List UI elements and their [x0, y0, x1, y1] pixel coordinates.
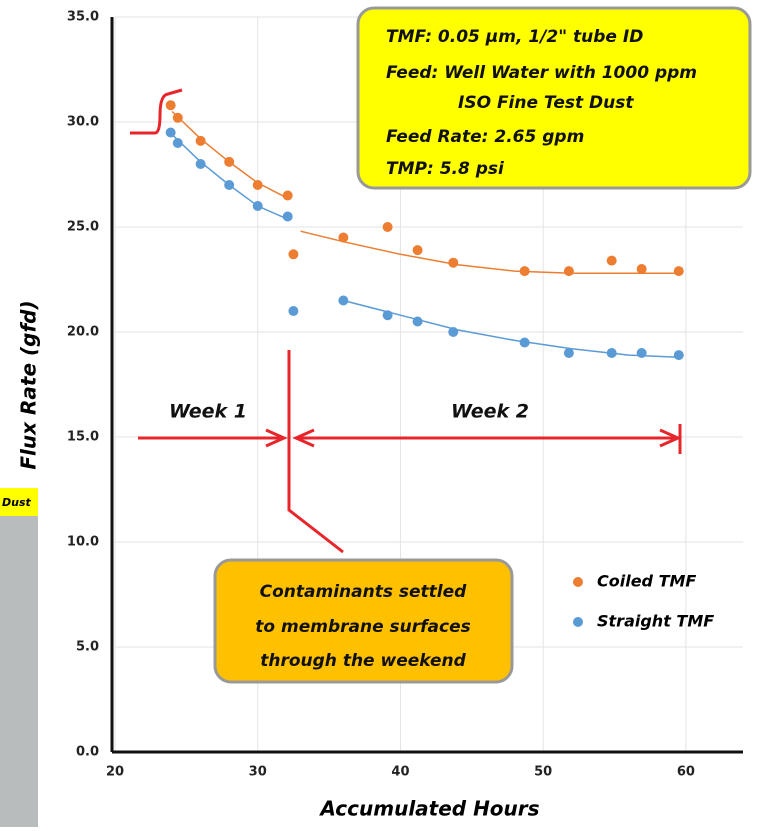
data-point — [196, 136, 206, 146]
callout-line: through the weekend — [260, 651, 466, 671]
data-point — [166, 100, 176, 110]
y-tick-label: 15.0 — [67, 430, 99, 445]
callout-pointer — [289, 350, 343, 552]
data-point — [166, 128, 176, 138]
data-point — [338, 296, 348, 306]
data-point — [637, 348, 647, 358]
data-point — [288, 249, 298, 259]
week-label: Week 2 — [451, 401, 529, 423]
data-point — [637, 264, 647, 274]
legend-label: Coiled TMF — [597, 572, 696, 591]
data-point — [338, 233, 348, 243]
data-point — [674, 266, 684, 276]
data-point — [674, 350, 684, 360]
data-point — [520, 266, 530, 276]
x-tick-label: 20 — [106, 765, 124, 780]
y-tick-label: 35.0 — [67, 10, 99, 25]
legend-marker — [573, 617, 583, 627]
side-text: Dust — [2, 496, 32, 509]
data-point — [383, 310, 393, 320]
y-tick-label: 0.0 — [76, 745, 99, 760]
y-tick-label: 5.0 — [76, 640, 99, 655]
x-tick-label: 40 — [391, 765, 409, 780]
data-point — [607, 256, 617, 266]
legend-label: Straight TMF — [597, 612, 714, 631]
data-point — [224, 180, 234, 190]
callout-line: Contaminants settled — [260, 582, 467, 602]
week-label: Week 1 — [169, 401, 247, 423]
info-line: Feed: Well Water with 1000 ppm — [386, 63, 697, 83]
x-tick-label: 60 — [677, 765, 695, 780]
info-line: TMF: 0.05 µm, 1/2" tube ID — [386, 27, 643, 47]
data-point — [253, 180, 263, 190]
x-tick-label: 50 — [534, 765, 552, 780]
data-point — [607, 348, 617, 358]
data-point — [383, 222, 393, 232]
data-point — [283, 191, 293, 201]
photo-fragment — [0, 500, 38, 827]
data-point — [448, 327, 458, 337]
data-point — [173, 113, 183, 123]
y-axis-label: Flux Rate (gfd) — [17, 300, 41, 469]
y-tick-label: 10.0 — [67, 535, 99, 550]
legend-marker — [573, 577, 583, 587]
brace — [130, 90, 182, 133]
data-point — [253, 201, 263, 211]
data-point — [288, 306, 298, 316]
data-point — [520, 338, 530, 348]
data-point — [224, 157, 234, 167]
data-point — [196, 159, 206, 169]
y-tick-label: 20.0 — [67, 325, 99, 340]
data-point — [173, 138, 183, 148]
callout-line: to membrane surfaces — [255, 617, 470, 637]
data-point — [413, 245, 423, 255]
data-point — [283, 212, 293, 222]
x-axis-label: Accumulated Hours — [318, 797, 539, 821]
y-tick-label: 30.0 — [67, 115, 99, 130]
data-point — [564, 348, 574, 358]
data-point — [448, 258, 458, 268]
x-tick-label: 30 — [249, 765, 267, 780]
data-point — [564, 266, 574, 276]
y-tick-label: 25.0 — [67, 220, 99, 235]
data-point — [413, 317, 423, 327]
info-line: ISO Fine Test Dust — [458, 93, 634, 113]
info-line: TMP: 5.8 psi — [386, 159, 505, 179]
chart: Dust 0.0 5.0 10.0 15.0 20.0 25.0 30.0 35.0 20 30 4… — [0, 0, 759, 827]
info-line: Feed Rate: 2.65 gpm — [386, 127, 584, 147]
